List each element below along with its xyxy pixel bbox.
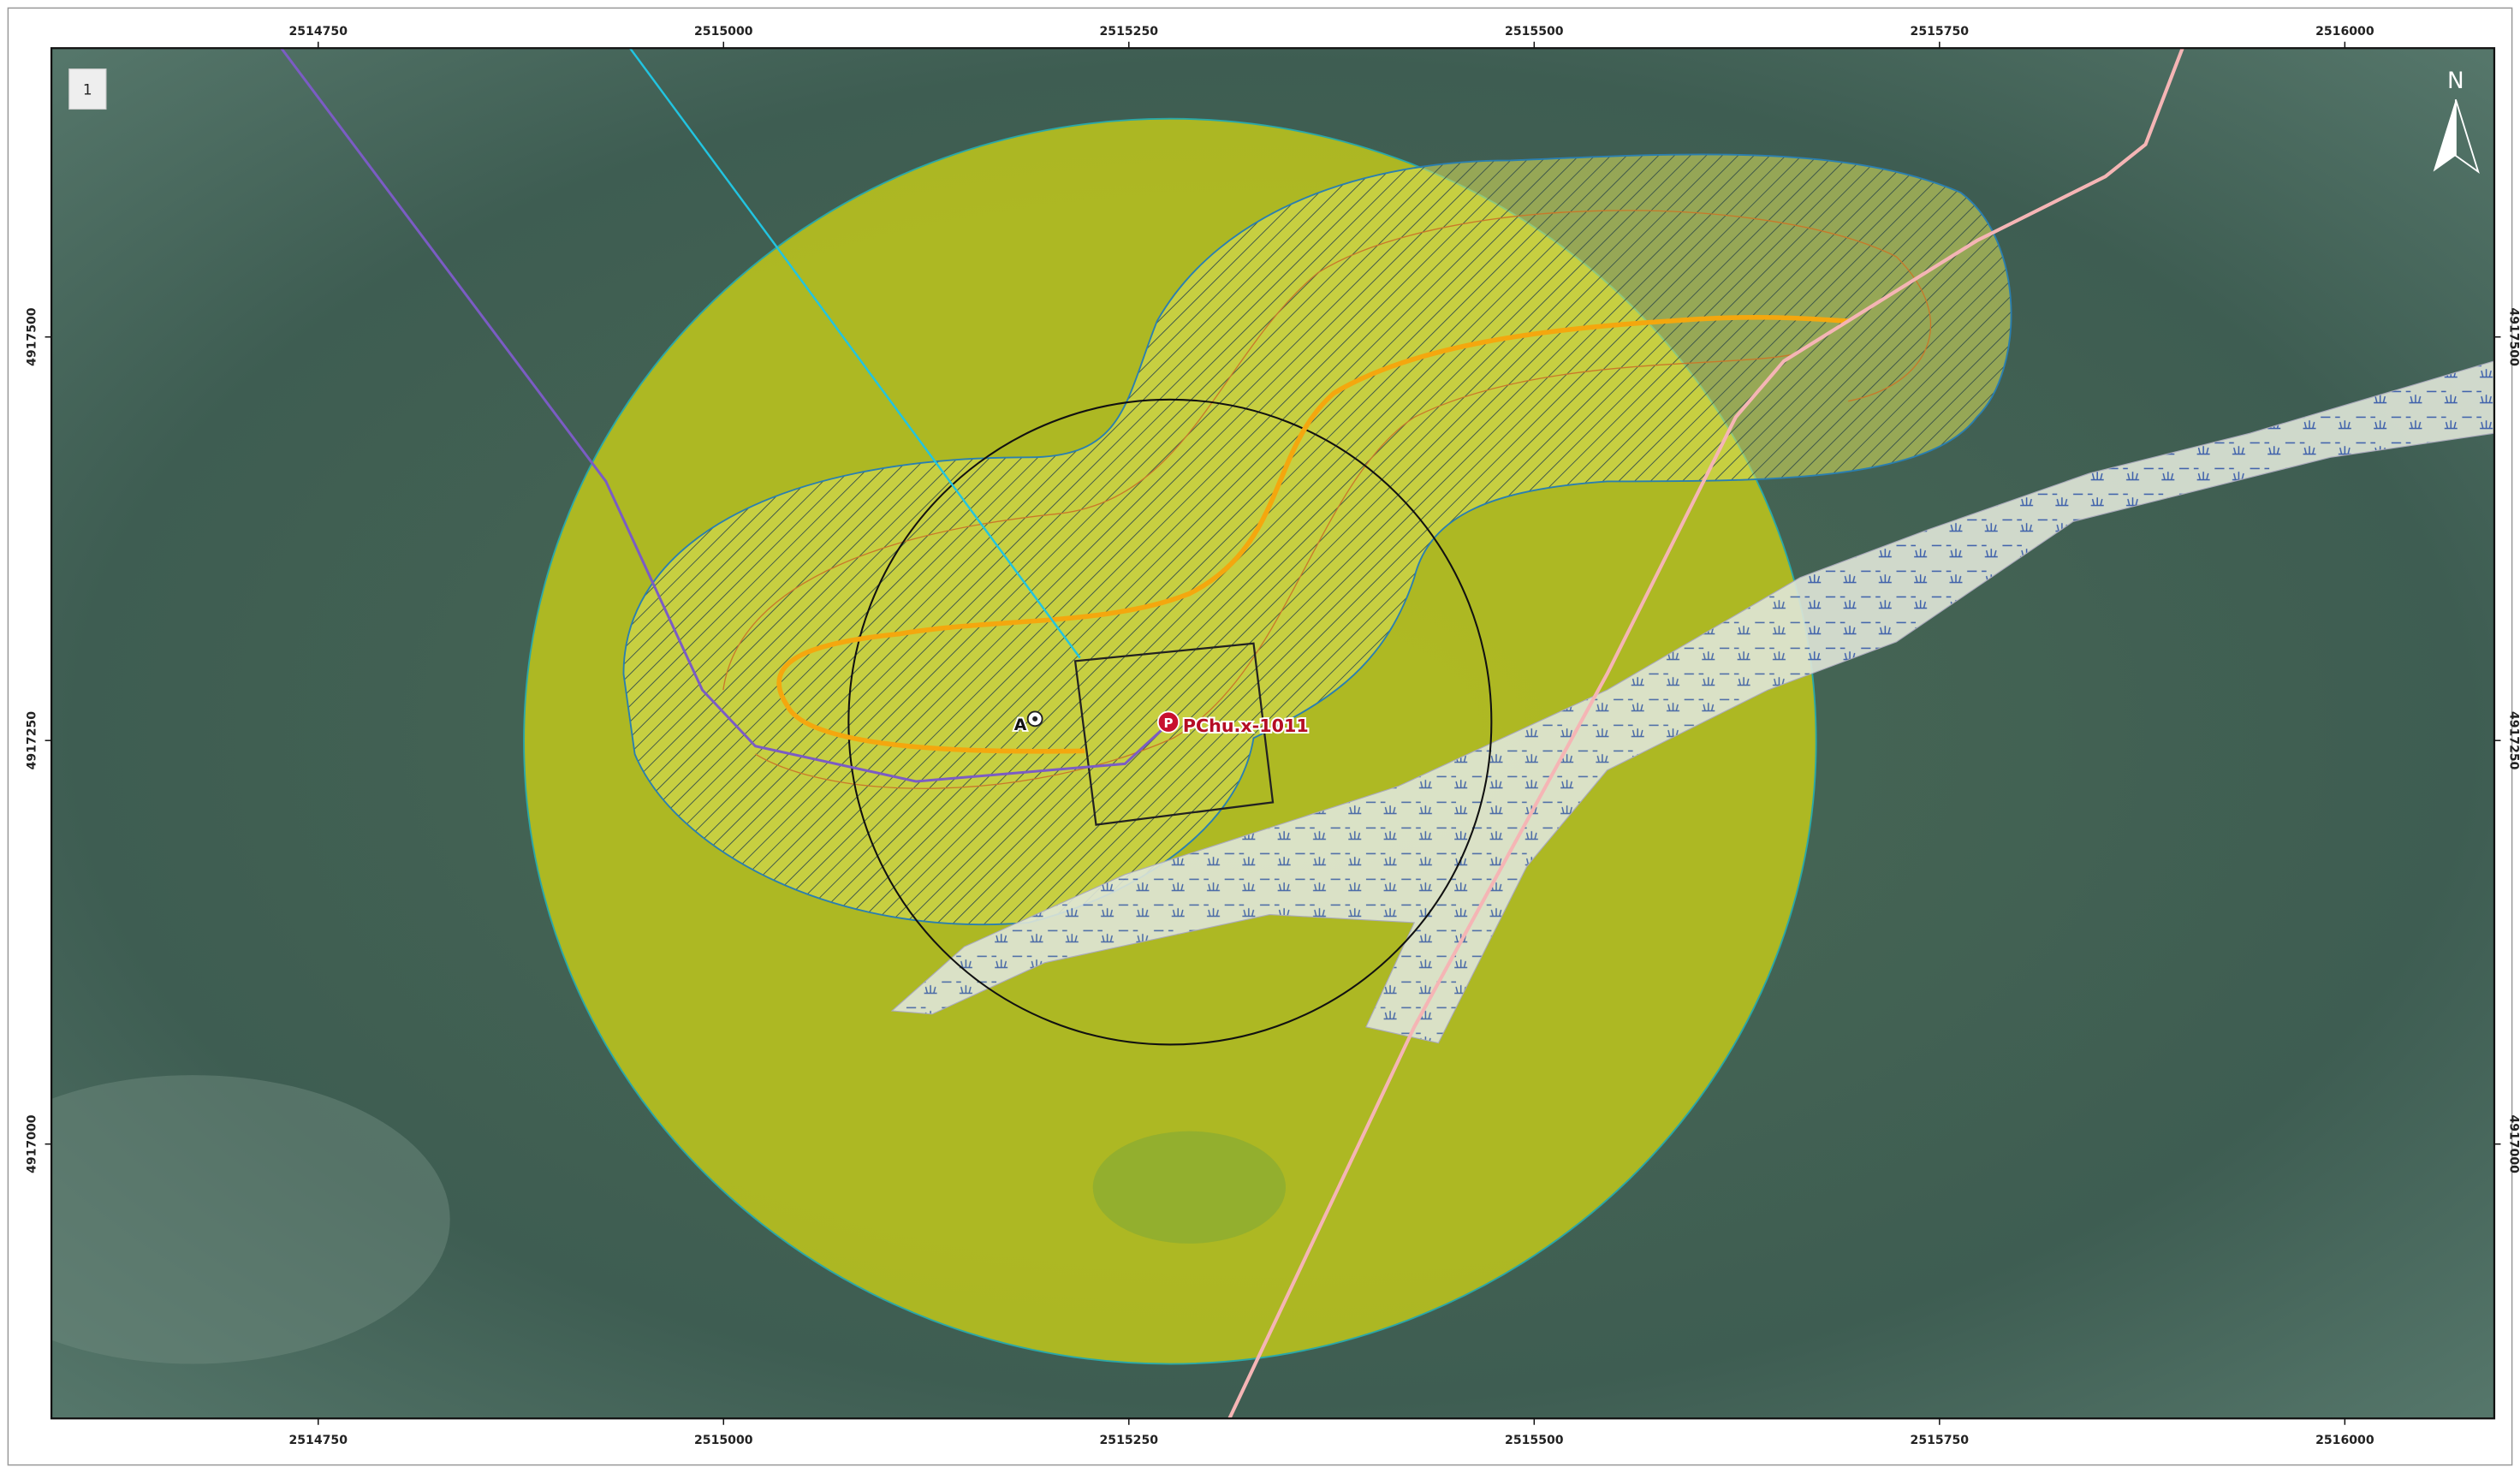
well-pad — [1073, 642, 1275, 826]
y-tick-label: 4917500 — [25, 307, 39, 366]
x-tick-label: 2515000 — [694, 25, 753, 39]
point-a-icon-dot — [1032, 716, 1038, 722]
well-label: PChu.x-1011 — [1183, 716, 1309, 736]
wetland — [890, 360, 2494, 1044]
y-tick-label: 4917250 — [2507, 711, 2520, 770]
sheet-border — [7, 7, 2513, 1466]
x-tick-label: 2516000 — [2315, 1434, 2374, 1447]
vegetation-patch — [1092, 1131, 1287, 1244]
x-tick-label: 2515250 — [1100, 25, 1159, 39]
hatched-zone — [622, 153, 2012, 926]
y-tick-label: 4917500 — [2507, 307, 2520, 366]
orange-route — [776, 314, 1849, 754]
purple-line — [280, 48, 1168, 783]
x-tick-label: 2514750 — [288, 25, 348, 39]
north-arrow: N — [2433, 68, 2480, 174]
north-arrow-left — [2433, 99, 2456, 172]
panel-label: 1 — [83, 81, 92, 98]
pink-road — [1227, 48, 2184, 1419]
x-tick-label: 2514750 — [288, 1434, 348, 1447]
y-tick-label: 4917000 — [25, 1114, 39, 1173]
x-tick-label: 2515500 — [1505, 25, 1564, 39]
x-tick-label: 2515250 — [1100, 1434, 1159, 1447]
radius-circle — [847, 398, 1493, 1046]
y-tick-label: 4917250 — [25, 711, 39, 770]
terrain-patch — [51, 1075, 450, 1364]
point-a-label: A — [1014, 716, 1027, 734]
cyan-line — [629, 48, 1081, 659]
map-content: A P PChu.x-1011 — [51, 48, 2494, 1419]
well-icon — [1156, 710, 1180, 734]
north-arrow-right — [2454, 98, 2480, 174]
panel-label-box — [68, 68, 107, 110]
x-tick-label: 2515500 — [1505, 1434, 1564, 1447]
x-tick-label: 2515000 — [694, 1434, 753, 1447]
map-frame — [50, 47, 2496, 1420]
x-tick-label: 2515750 — [1911, 1434, 1970, 1447]
x-tick-label: 2515750 — [1911, 25, 1970, 39]
well-icon-letter: P — [1163, 716, 1173, 731]
y-tick-label: 4917000 — [2507, 1114, 2520, 1173]
north-label: N — [2447, 68, 2464, 94]
x-tick-label: 2516000 — [2315, 25, 2374, 39]
contour-line — [755, 352, 1801, 789]
